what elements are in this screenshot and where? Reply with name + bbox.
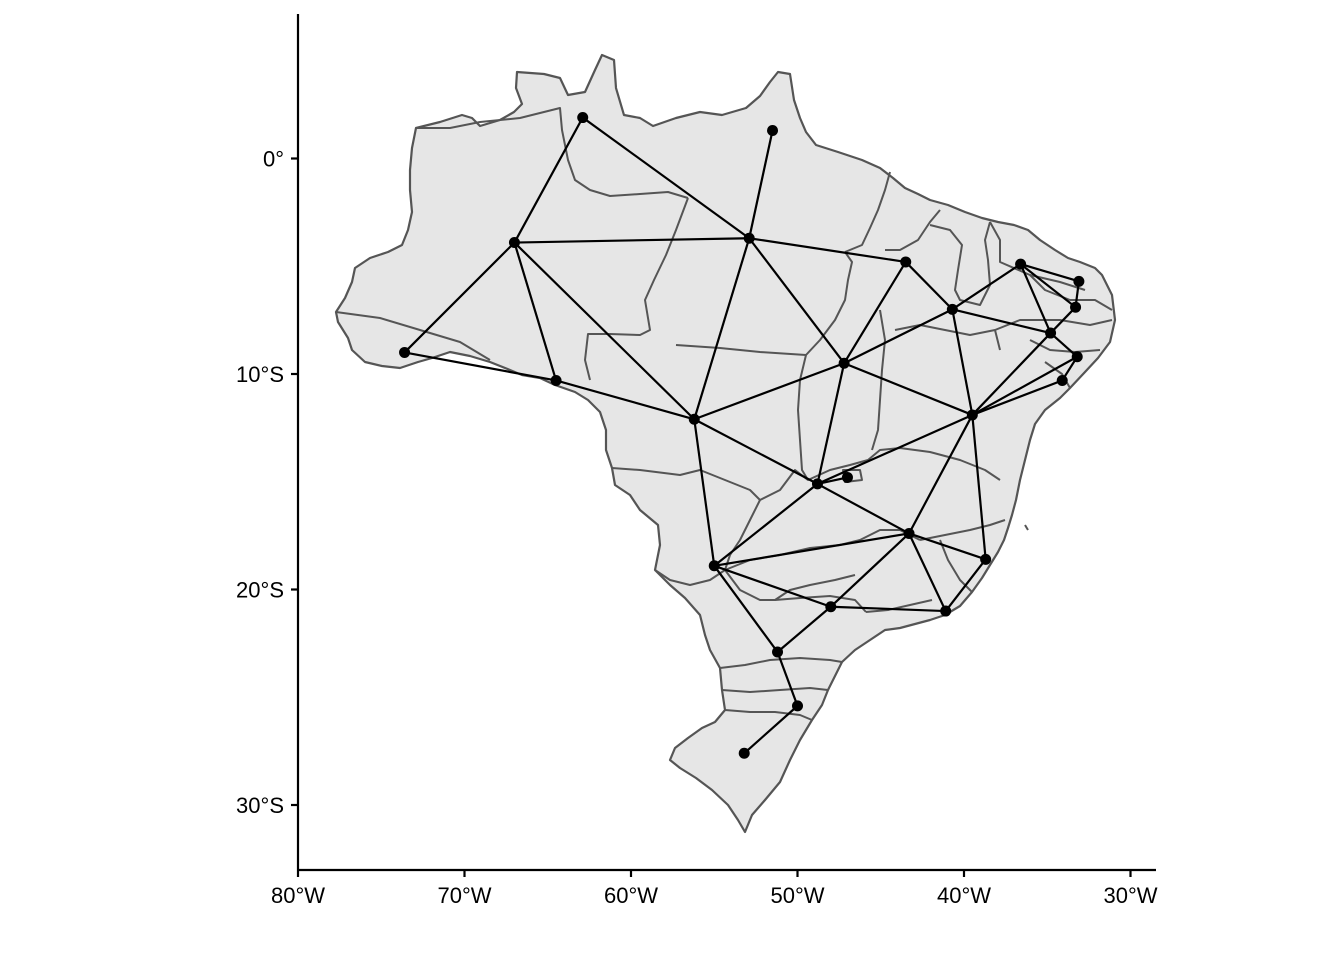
edge-roraima-para xyxy=(582,116,750,240)
node-mato-grosso xyxy=(688,413,700,425)
edge-amazonas-mato-grosso xyxy=(513,241,696,421)
node-rio-de-janeiro xyxy=(940,605,952,617)
node-minas-gerais xyxy=(903,527,915,539)
node-bahia xyxy=(966,409,978,421)
x-axis-ticks: 80°W 70°W 60°W 50°W 40°W 30°W xyxy=(271,870,1158,908)
node-roraima xyxy=(577,112,589,124)
edge-mato-grosso-do-sul-parana xyxy=(713,565,779,653)
x-tick-label: 30°W xyxy=(1103,883,1157,908)
node-parana xyxy=(772,646,784,658)
edge-piaui-bahia xyxy=(951,309,974,416)
edge-mato-grosso-goias xyxy=(693,418,818,485)
edge-minas-gerais-espirito-santo xyxy=(908,532,986,561)
edge-parana-santa-catarina xyxy=(776,651,799,707)
edge-piaui-ceara xyxy=(951,263,1022,311)
edge-ceara-rio-grande-do-norte xyxy=(1020,263,1080,283)
node-maranhao xyxy=(900,256,912,268)
node-distrito-federal xyxy=(841,471,853,483)
edge-goias-mato-grosso-do-sul xyxy=(713,483,819,567)
edge-minas-gerais-mato-grosso-do-sul xyxy=(714,532,910,567)
edge-ceara-paraiba xyxy=(1019,263,1077,309)
edge-maranhao-piaui xyxy=(904,261,954,311)
node-rio-grande-do-sul xyxy=(738,747,750,759)
edge-ceara-pernambuco xyxy=(1019,263,1052,334)
edge-para-tocantins xyxy=(748,237,845,364)
edge-paraiba-pernambuco xyxy=(1049,306,1077,334)
node-goias xyxy=(811,478,823,490)
node-rondonia xyxy=(550,374,562,386)
edge-minas-gerais-sao-paulo xyxy=(830,532,910,608)
node-espirito-santo xyxy=(980,553,992,565)
edge-rondonia-mato-grosso xyxy=(555,379,695,421)
edge-bahia-espirito-santo xyxy=(971,414,987,560)
edge-sao-paulo-parana xyxy=(776,605,832,653)
node-para xyxy=(743,232,755,244)
network-edges xyxy=(403,116,1080,755)
node-ceara xyxy=(1015,258,1027,270)
edge-alagoas-bahia xyxy=(971,355,1078,416)
edge-bahia-minas-gerais xyxy=(908,414,974,534)
edge-sergipe-bahia xyxy=(971,379,1063,416)
edge-goias-minas-gerais xyxy=(816,482,910,535)
y-tick-label: 30°S xyxy=(236,793,284,818)
node-tocantins xyxy=(838,357,850,369)
network-nodes xyxy=(399,112,1085,759)
node-amapa xyxy=(767,124,779,136)
x-tick-label: 60°W xyxy=(604,883,658,908)
edge-tocantins-bahia xyxy=(843,362,973,416)
y-axis-ticks: 0° 10°S 20°S 30°S xyxy=(236,147,298,818)
y-tick-label: 0° xyxy=(263,147,284,172)
edge-tocantins-goias xyxy=(816,362,846,485)
node-paraiba xyxy=(1070,301,1082,313)
node-piaui xyxy=(946,303,958,315)
edge-amazonas-rondonia xyxy=(513,242,558,381)
edge-tocantins-mato-grosso xyxy=(693,362,845,421)
node-sao-paulo xyxy=(825,601,837,613)
brazil-outline xyxy=(334,53,1117,834)
y-tick-label: 10°S xyxy=(236,362,284,387)
edge-amazonas-acre xyxy=(403,241,516,354)
edge-bahia-goias xyxy=(817,413,973,485)
y-tick-label: 20°S xyxy=(236,578,284,603)
edge-roraima-amazonas xyxy=(513,117,584,244)
edge-acre-rondonia xyxy=(404,351,557,382)
node-mato-grosso-do-sul xyxy=(708,560,720,572)
x-tick-label: 70°W xyxy=(437,883,491,908)
node-sergipe xyxy=(1056,374,1068,386)
edge-para-mato-grosso xyxy=(693,237,751,420)
edge-minas-gerais-rio-de-janeiro xyxy=(908,533,947,612)
edge-mato-grosso-do-sul-sao-paulo xyxy=(713,564,832,608)
edge-amazonas-para xyxy=(514,237,750,244)
edge-santa-catarina-rio-grande-do-sul xyxy=(743,705,799,755)
node-alagoas xyxy=(1071,351,1083,363)
x-tick-label: 80°W xyxy=(271,883,325,908)
node-rio-grande-do-norte xyxy=(1073,275,1085,287)
edge-espirito-santo-rio-de-janeiro xyxy=(944,558,987,612)
node-santa-catarina xyxy=(792,700,803,712)
x-tick-label: 40°W xyxy=(937,883,991,908)
node-acre xyxy=(399,346,411,358)
edge-piaui-tocantins xyxy=(843,308,953,365)
edge-piaui-pernambuco xyxy=(952,308,1051,335)
edge-maranhao-tocantins xyxy=(843,261,907,364)
edge-amapa-para xyxy=(748,130,774,239)
edge-mato-grosso-mato-grosso-do-sul xyxy=(693,419,716,566)
edge-para-maranhao xyxy=(749,237,906,264)
x-tick-label: 50°W xyxy=(770,883,824,908)
node-amazonas xyxy=(508,237,520,249)
edge-pernambuco-bahia xyxy=(971,332,1052,416)
edge-pernambuco-alagoas xyxy=(1049,332,1078,358)
edge-sao-paulo-rio-de-janeiro xyxy=(830,605,946,613)
node-pernambuco xyxy=(1045,327,1057,339)
